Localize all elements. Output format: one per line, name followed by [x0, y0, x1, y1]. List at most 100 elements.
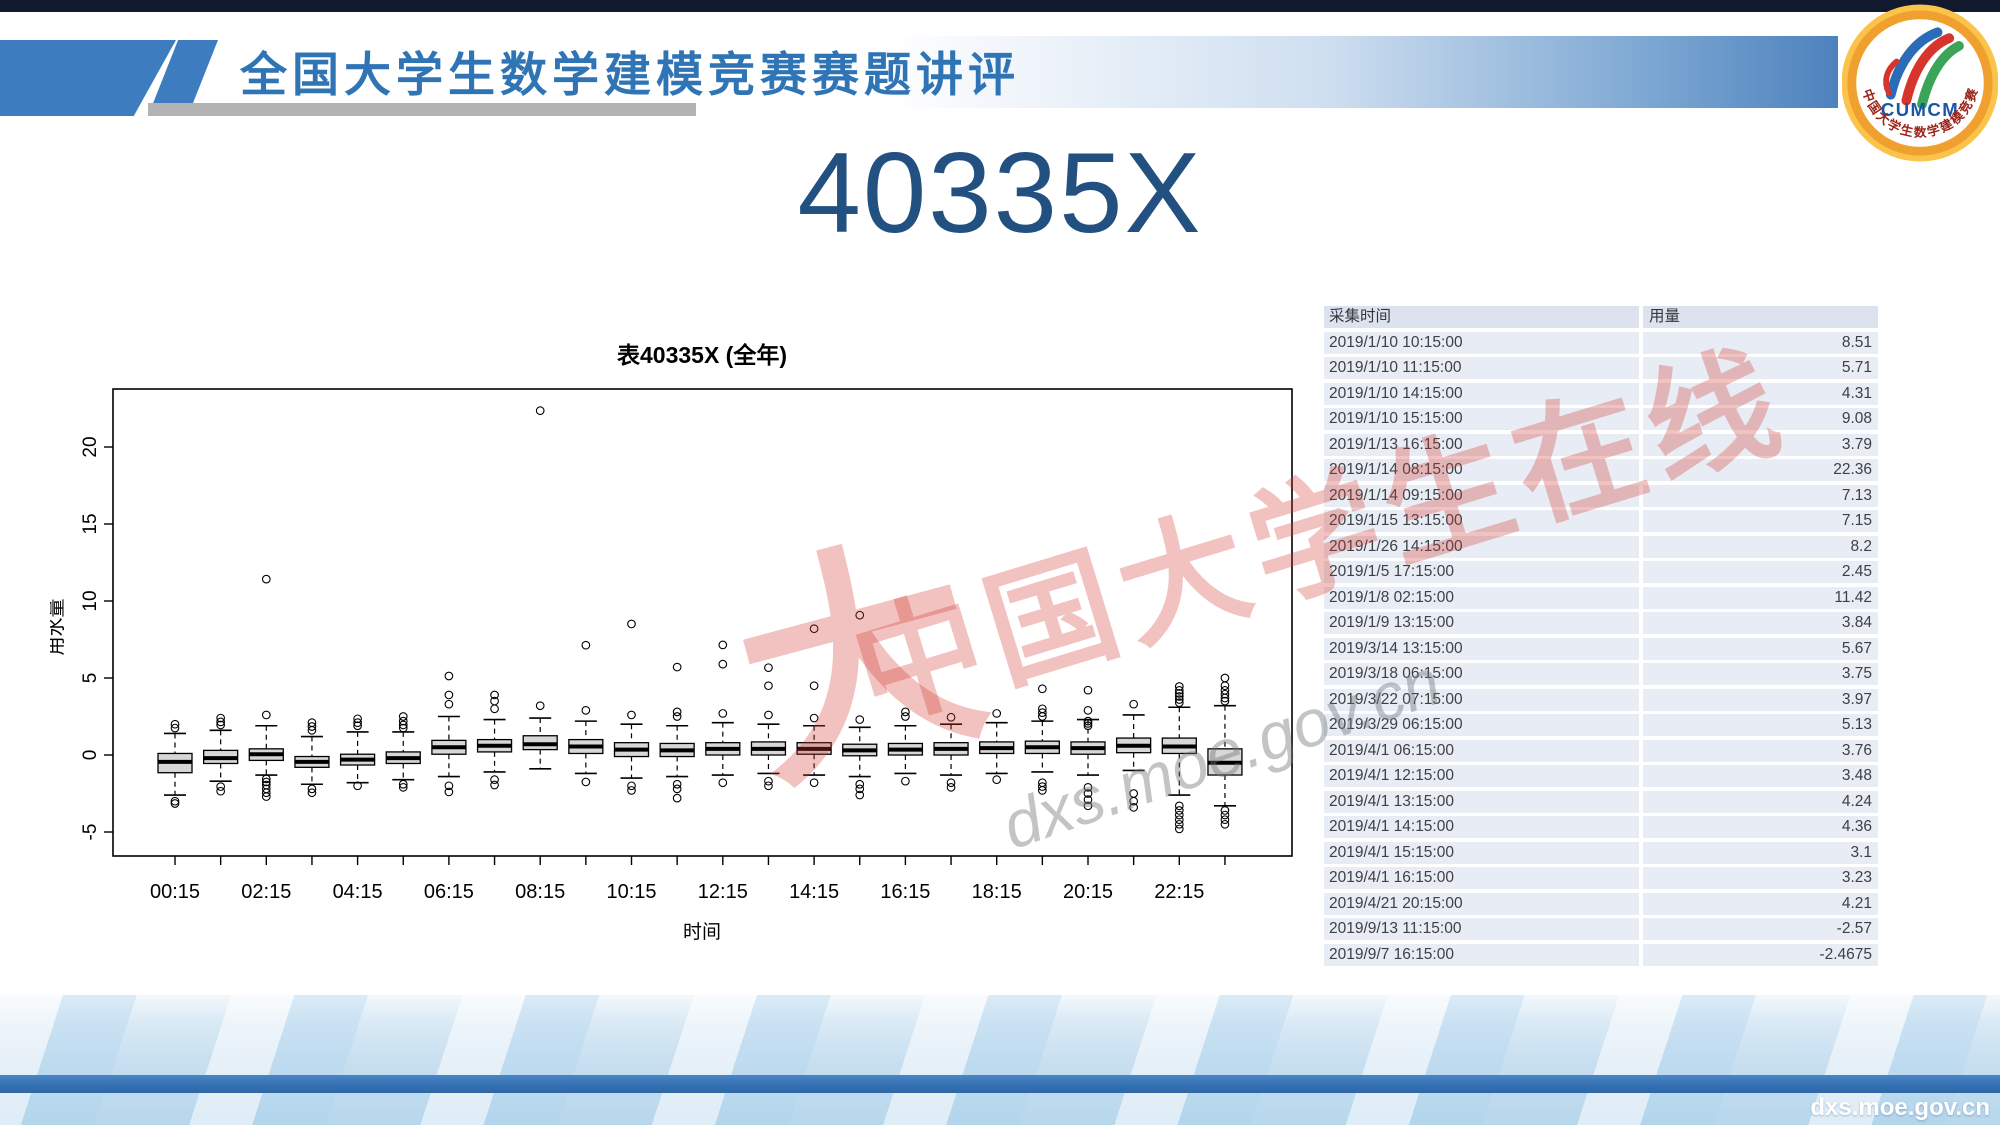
table-row: 2019/4/1 12:15:00 3.48 — [1324, 765, 1878, 787]
x-axis-label: 时间 — [683, 921, 721, 943]
x-tick-label: 20:15 — [1063, 881, 1113, 903]
table-row: 2019/1/14 08:15:00 22.36 — [1324, 459, 1878, 481]
outlier-point — [1083, 716, 1093, 726]
cell-time: 2019/1/5 17:15:00 — [1324, 561, 1639, 583]
outlier-point — [581, 705, 591, 715]
table-row: 2019/4/1 16:15:00 3.23 — [1324, 867, 1878, 889]
footer-wave-area: dxs.moe.gov.cn — [0, 995, 2000, 1125]
table-row: 2019/1/8 02:15:00 11.42 — [1324, 586, 1878, 609]
outlier-point — [718, 709, 728, 718]
y-tick-label: -5 — [80, 824, 101, 841]
outlier-point — [1220, 696, 1230, 706]
outlier-point — [809, 624, 819, 634]
outlier-point — [627, 781, 636, 791]
outlier-point — [398, 716, 408, 726]
outlier-point — [764, 710, 773, 720]
outlier-point — [216, 720, 225, 730]
outlier-point — [398, 720, 408, 730]
boxplot-chart: 表40335X (全年) -5 0 5 10 15 20 用水量 00:15 02:15 04:15… — [50, 342, 1293, 943]
outlier-point — [216, 717, 225, 727]
cell-usage: 4.31 — [1643, 382, 1878, 405]
x-tick-label: 22:15 — [1154, 881, 1204, 903]
cell-time: 2019/9/13 11:15:00 — [1324, 918, 1639, 940]
outlier-point — [1220, 673, 1230, 683]
cell-time: 2019/4/1 14:15:00 — [1324, 816, 1639, 838]
outlier-point — [444, 699, 454, 709]
cell-time: 2019/1/14 09:15:00 — [1324, 484, 1639, 507]
outlier-point — [1083, 789, 1093, 798]
outlier-point — [581, 777, 591, 787]
outlier-point — [1220, 689, 1230, 699]
top-accent-bar — [0, 0, 2000, 12]
outlier-point — [1174, 815, 1184, 825]
outlier-point — [490, 780, 499, 790]
outlier-point — [581, 640, 591, 650]
cell-time: 2019/1/8 02:15:00 — [1324, 586, 1639, 609]
cell-usage: 11.42 — [1643, 586, 1878, 609]
outlier-point — [353, 714, 362, 724]
outlier-point — [307, 722, 317, 731]
table-row: 2019/3/14 13:15:00 5.67 — [1324, 637, 1878, 660]
outlier-point — [1083, 685, 1093, 695]
outlier-point — [718, 640, 728, 650]
outlier-point — [1174, 806, 1184, 815]
table-row: 2019/1/14 09:15:00 7.13 — [1324, 484, 1878, 507]
outlier-point — [672, 712, 682, 721]
col-header-usage: 用量 — [1643, 306, 1878, 328]
cell-usage: 3.76 — [1643, 739, 1878, 762]
outlier-point — [672, 793, 682, 803]
outlier-point — [718, 659, 728, 669]
x-tick-label: 06:15 — [424, 881, 474, 903]
outlier-point — [535, 701, 545, 711]
outlier-point — [353, 718, 362, 728]
outlier-point — [261, 788, 271, 798]
outlier-point — [261, 777, 271, 787]
outlier-point — [946, 778, 956, 788]
outlier-point — [1174, 692, 1184, 701]
outlier-point — [490, 696, 499, 706]
outlier-point — [1037, 708, 1047, 718]
cell-usage: -2.57 — [1643, 918, 1878, 940]
cell-usage: 22.36 — [1643, 459, 1878, 481]
outlier-point — [764, 663, 773, 673]
col-header-time: 采集时间 — [1324, 306, 1639, 328]
cell-time: 2019/4/1 15:15:00 — [1324, 841, 1639, 864]
outlier-point — [535, 406, 545, 416]
outlier-point — [444, 690, 454, 700]
outlier-point — [764, 781, 773, 791]
cell-time: 2019/3/14 13:15:00 — [1324, 637, 1639, 660]
table-row: 2019/1/10 15:15:00 9.08 — [1324, 408, 1878, 430]
outlier-point — [672, 662, 682, 672]
outlier-point — [855, 779, 865, 789]
footer-blue-band — [0, 1075, 2000, 1093]
table-row: 2019/3/29 06:15:00 5.13 — [1324, 714, 1878, 736]
page-title: 40335X — [797, 130, 1203, 257]
table-row: 2019/9/7 16:15:00 -2.4675 — [1324, 943, 1878, 966]
outlier-point — [261, 574, 271, 584]
table-row: 2019/1/26 14:15:00 8.2 — [1324, 535, 1878, 558]
outlier-point — [1174, 801, 1184, 811]
cell-usage: 3.1 — [1643, 841, 1878, 864]
outlier-point — [627, 786, 636, 795]
cell-usage: 3.79 — [1643, 433, 1878, 456]
x-tick-label: 14:15 — [789, 881, 839, 903]
x-tick-label: 10:15 — [606, 881, 656, 903]
outlier-point — [307, 788, 317, 798]
outlier-point — [398, 712, 408, 721]
table-row: 2019/4/1 15:15:00 3.1 — [1324, 841, 1878, 864]
cell-time: 2019/3/18 06:15:00 — [1324, 663, 1639, 685]
table-row: 2019/1/9 13:15:00 3.84 — [1324, 612, 1878, 634]
outlier-point — [1129, 803, 1138, 812]
outlier-point — [490, 775, 499, 784]
outlier-point — [672, 779, 682, 789]
outlier-point — [718, 778, 728, 788]
outlier-point — [353, 721, 362, 731]
outlier-point — [1037, 786, 1047, 795]
cell-usage: 4.24 — [1643, 790, 1878, 813]
cell-usage: 7.13 — [1643, 484, 1878, 507]
outlier-point — [1220, 819, 1230, 829]
outlier-point — [855, 784, 865, 794]
table-row: 2019/1/10 11:15:00 5.71 — [1324, 357, 1878, 379]
outlier-point — [1220, 810, 1230, 820]
